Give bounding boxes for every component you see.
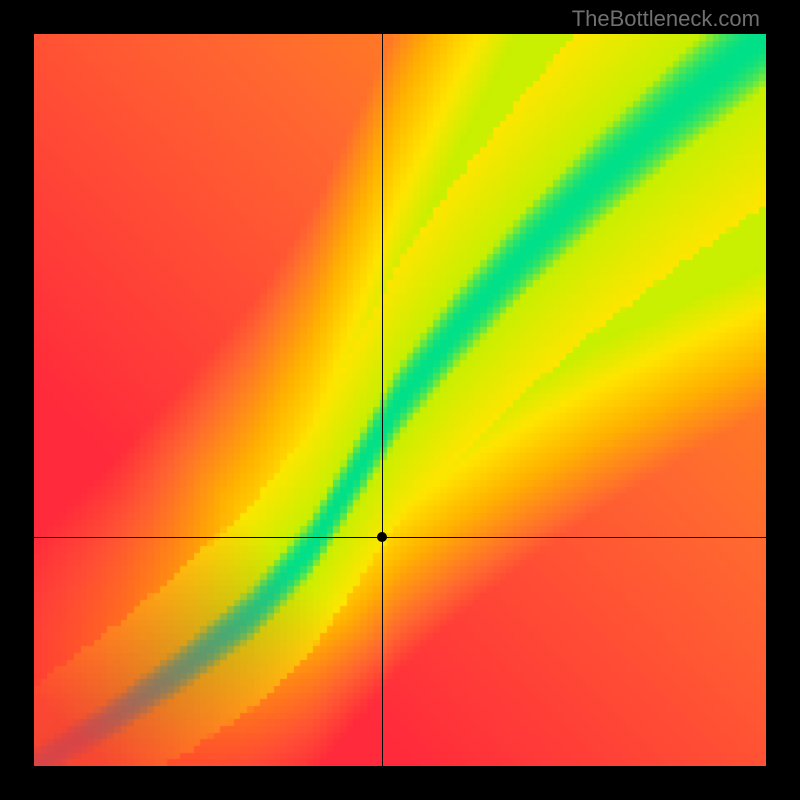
crosshair-horizontal (34, 537, 766, 538)
plot-area (34, 34, 766, 766)
crosshair-vertical (382, 34, 383, 766)
heatmap-canvas (34, 34, 766, 766)
watermark-text: TheBottleneck.com (572, 6, 760, 32)
marker-dot (377, 532, 387, 542)
